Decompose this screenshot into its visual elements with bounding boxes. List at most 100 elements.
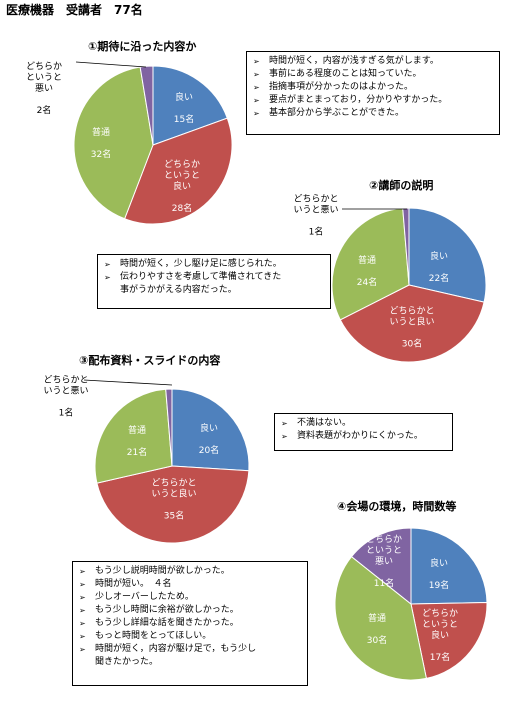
chart-4-slice-normal-label: 普通 30名 bbox=[337, 603, 417, 647]
slice-label-text: 普通 bbox=[367, 614, 386, 624]
chart-2-slice-somewhat-good-label: どちらかと いうと良い 30名 bbox=[372, 296, 452, 351]
chart-2-slice-normal bbox=[331, 207, 410, 321]
chart-4-slice-somewhat-bad bbox=[350, 527, 412, 606]
comment-text: 時間が短い。 ４名 bbox=[95, 579, 172, 589]
comment-list: ➢ もう少し説明時間が欲しかった。 ➢ 時間が短い。 ４名 ➢ 少しオーバーしたため。… bbox=[79, 565, 301, 669]
chart-2-slice-good bbox=[408, 207, 487, 303]
comment-item: ➢ 資料表題がわかりにくかった。 bbox=[281, 430, 446, 443]
slice-label-count: 15名 bbox=[173, 115, 195, 125]
comment-box-2: ➢ 時間が短く，少し駆け足に感じられた。 ➢ 伝わりやすさを考慮して準備されてきた … bbox=[97, 254, 331, 309]
comment-item: ➢ もう少し詳細な話を聞きたかった。 bbox=[79, 617, 301, 630]
slice-label-text: どちらかと いうと悪い bbox=[293, 194, 339, 216]
slice-label-text: どちらか というと 良い bbox=[163, 160, 200, 192]
slice-label-count: 19名 bbox=[428, 581, 450, 591]
page-title: 医療機器 受講者 77名 bbox=[6, 3, 143, 17]
comment-item: ➢ 時間が短い。 ４名 bbox=[79, 578, 301, 591]
slice-label-count: 20名 bbox=[198, 446, 220, 456]
comment-box-1: ➢ 時間が短く，内容が浅すぎる気がします。 ➢ 事前にある程度のことは知っていた。 … bbox=[246, 51, 500, 135]
chart-1-slice-good bbox=[152, 65, 228, 146]
chart-1-slice-somewhat-good-label: どちらか というと 良い 28名 bbox=[142, 149, 222, 215]
slice-label-text: 良い bbox=[199, 424, 218, 434]
chart-1-slice-somewhat-bad-label: どちらか というと 悪い 2名 bbox=[4, 51, 84, 117]
slice-label-count: 1名 bbox=[58, 408, 74, 419]
comment-item: ➢ 時間が短く，少し駆け足に感じられた。 bbox=[104, 258, 324, 271]
comment-item: ➢ 指摘事項が分かったのはよかった。 bbox=[253, 81, 493, 94]
chart-3-slice-somewhat-bad-label: どちらかと いうと悪い 1名 bbox=[26, 365, 106, 420]
chart-3-slice-somewhat-good-label: どちらかと いうと良い 35名 bbox=[134, 468, 214, 523]
comment-text: 時間が短く，内容が浅すぎる気がします。 bbox=[269, 56, 439, 66]
chart-3-slice-somewhat-bad bbox=[165, 388, 173, 467]
slice-label-text: 普通 bbox=[357, 256, 376, 266]
slice-label-count: 30名 bbox=[366, 636, 388, 646]
comment-item: ➢ 伝わりやすさを考慮して準備されてきた 事がうかがえる内容だった。 bbox=[104, 271, 324, 297]
slice-label-text: 良い bbox=[429, 559, 448, 569]
chart-3-title: ③配布資料・スライドの内容 bbox=[79, 354, 221, 367]
chart-3-slice-somewhat-good bbox=[96, 465, 250, 544]
bullet-icon: ➢ bbox=[253, 70, 260, 79]
slice-label-count: 17名 bbox=[429, 653, 451, 663]
comment-text: 指摘事項が分かったのはよかった。 bbox=[269, 82, 414, 92]
slice-label-count: 1名 bbox=[308, 227, 324, 238]
bullet-icon: ➢ bbox=[79, 645, 86, 654]
comment-item: ➢ 時間が短く，内容が駆け足で，もう少し 聞きたかった。 bbox=[79, 643, 301, 669]
comment-text: 伝わりやすさを考慮して準備されてきた 事がうかがえる内容だった。 bbox=[120, 272, 282, 295]
chart-1-slice-normal bbox=[73, 66, 154, 220]
slice-label-count: 11名 bbox=[373, 579, 395, 589]
comment-text: 不満はない。 bbox=[297, 418, 352, 428]
comment-text: 要点がまとまっており，分かりやすかった。 bbox=[269, 95, 448, 105]
chart-1-title: ①期待に沿った内容か bbox=[88, 40, 197, 53]
comment-text: もっと時間をとってほしい。 bbox=[95, 631, 212, 641]
slice-label-text: 良い bbox=[174, 93, 193, 103]
slice-label-count: 32名 bbox=[90, 150, 112, 160]
bullet-icon: ➢ bbox=[281, 432, 288, 441]
comment-box-4: ➢ もう少し説明時間が欲しかった。 ➢ 時間が短い。 ４名 ➢ 少しオーバーしたため。… bbox=[72, 561, 308, 686]
bullet-icon: ➢ bbox=[253, 57, 260, 66]
chart-1-slice-good-label: 良い 15名 bbox=[144, 82, 224, 126]
chart-1-slice-somewhat-good bbox=[123, 117, 233, 225]
comment-item: ➢ 要点がまとまっており，分かりやすかった。 bbox=[253, 94, 493, 107]
comment-item: ➢ もっと時間をとってほしい。 bbox=[79, 630, 301, 643]
slice-label-text: 普通 bbox=[127, 426, 146, 436]
chart-2-slice-somewhat-bad bbox=[402, 207, 410, 286]
bullet-icon: ➢ bbox=[104, 273, 111, 282]
bullet-icon: ➢ bbox=[79, 632, 86, 641]
bullet-icon: ➢ bbox=[253, 109, 260, 118]
comment-item: ➢ 事前にある程度のことは知っていた。 bbox=[253, 68, 493, 81]
bullet-icon: ➢ bbox=[281, 419, 288, 428]
chart-1-leader-line bbox=[75, 61, 147, 68]
slice-label-count: 35名 bbox=[163, 511, 185, 522]
slice-label-text: どちらかと いうと悪い bbox=[43, 375, 89, 397]
slice-label-text: どちらか というと 悪い bbox=[25, 62, 62, 94]
chart-4-slice-somewhat-bad-label: どちらか というと 悪い 11名 bbox=[344, 524, 424, 590]
chart-3-slice-normal bbox=[94, 388, 173, 484]
chart-2-slice-good-label: 良い 22名 bbox=[399, 241, 479, 285]
chart-2-slice-normal-label: 普通 24名 bbox=[327, 245, 407, 289]
chart-4-slice-normal bbox=[334, 555, 427, 681]
chart-1-slice-somewhat-bad bbox=[139, 65, 154, 146]
comment-box-3: ➢ 不満はない。 ➢ 資料表題がわかりにくかった。 bbox=[274, 413, 453, 451]
chart-3-leader-line bbox=[83, 379, 173, 386]
chart-3-slice-normal-label: 普通 21名 bbox=[97, 415, 177, 459]
comment-text: 時間が短く，内容が駆け足で，もう少し 聞きたかった。 bbox=[95, 644, 257, 667]
chart-2-slice-somewhat-good bbox=[339, 284, 485, 363]
comment-text: 基本部分から学ぶことができた。 bbox=[269, 108, 405, 118]
bullet-icon: ➢ bbox=[79, 593, 86, 602]
comment-text: 時間が短く，少し駆け足に感じられた。 bbox=[120, 259, 282, 269]
bullet-icon: ➢ bbox=[79, 580, 86, 589]
chart-4-slice-somewhat-good bbox=[410, 601, 488, 680]
slice-label-text: どちらかと いうと良い bbox=[389, 306, 435, 328]
comment-item: ➢ 基本部分から学ぶことができた。 bbox=[253, 107, 493, 120]
chart-2-slice-somewhat-bad-label: どちらかと いうと悪い 1名 bbox=[276, 184, 356, 239]
comment-item: ➢ 時間が短く，内容が浅すぎる気がします。 bbox=[253, 55, 493, 68]
bullet-icon: ➢ bbox=[79, 619, 86, 628]
bullet-icon: ➢ bbox=[79, 606, 86, 615]
comment-text: 事前にある程度のことは知っていた。 bbox=[269, 69, 422, 79]
chart-3-slice-good-label: 良い 20名 bbox=[169, 413, 249, 457]
slice-label-text: 良い bbox=[429, 252, 448, 262]
comment-text: 資料表題がわかりにくかった。 bbox=[297, 431, 423, 441]
slice-label-text: どちらかと いうと良い bbox=[151, 478, 197, 500]
comment-item: ➢ 不満はない。 bbox=[281, 417, 446, 430]
comment-item: ➢ もう少し説明時間が欲しかった。 bbox=[79, 565, 301, 578]
bullet-icon: ➢ bbox=[253, 83, 260, 92]
